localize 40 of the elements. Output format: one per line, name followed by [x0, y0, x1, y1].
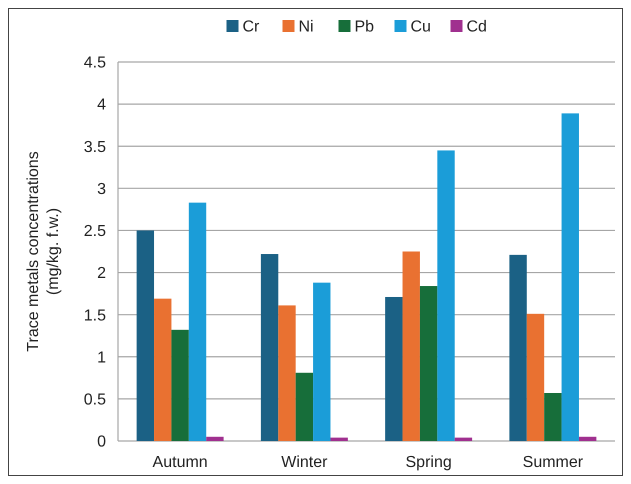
bar — [578, 436, 596, 441]
bar — [154, 298, 172, 441]
bar — [330, 438, 348, 441]
y-tick-label: 3 — [97, 180, 106, 198]
bar — [296, 372, 314, 441]
bar — [206, 436, 224, 441]
bar — [420, 286, 438, 441]
legend-label: Cd — [466, 18, 487, 36]
bar — [171, 330, 189, 441]
x-tick-label: Autumn — [152, 454, 208, 471]
bar — [402, 252, 420, 441]
y-axis-title: Trace metals concentrations (mg/kg. f.w.) — [25, 151, 62, 352]
legend-label: Pb — [354, 18, 374, 36]
x-tick-label: Winter — [281, 454, 328, 471]
x-tick-label: Spring — [406, 454, 452, 471]
y-tick-label: 0 — [97, 434, 106, 451]
legend-label: Cr — [242, 18, 260, 36]
bar — [454, 438, 472, 441]
y-tick-label: 2 — [97, 265, 106, 282]
y-tick-label: 0.5 — [84, 391, 106, 408]
bar — [313, 282, 330, 441]
bar — [509, 254, 527, 441]
bar — [260, 254, 278, 441]
bar — [437, 150, 455, 441]
y-tick-label: 2.5 — [84, 223, 106, 240]
bar — [136, 230, 154, 441]
y-tick-label: 1 — [97, 349, 106, 366]
legend-label: Cu — [410, 18, 431, 36]
x-tick-label: Summer — [522, 454, 584, 471]
bar — [278, 305, 296, 441]
y-tick-label: 3.5 — [84, 138, 106, 156]
bar — [385, 296, 403, 441]
legend-label: Ni — [298, 18, 314, 36]
y-tick-label: 1.5 — [84, 307, 106, 324]
y-tick-label: 4.5 — [84, 54, 106, 72]
bar — [562, 113, 579, 441]
bar — [526, 314, 544, 441]
bar — [188, 202, 206, 441]
bar — [544, 392, 562, 441]
y-tick-label: 4 — [97, 96, 106, 114]
